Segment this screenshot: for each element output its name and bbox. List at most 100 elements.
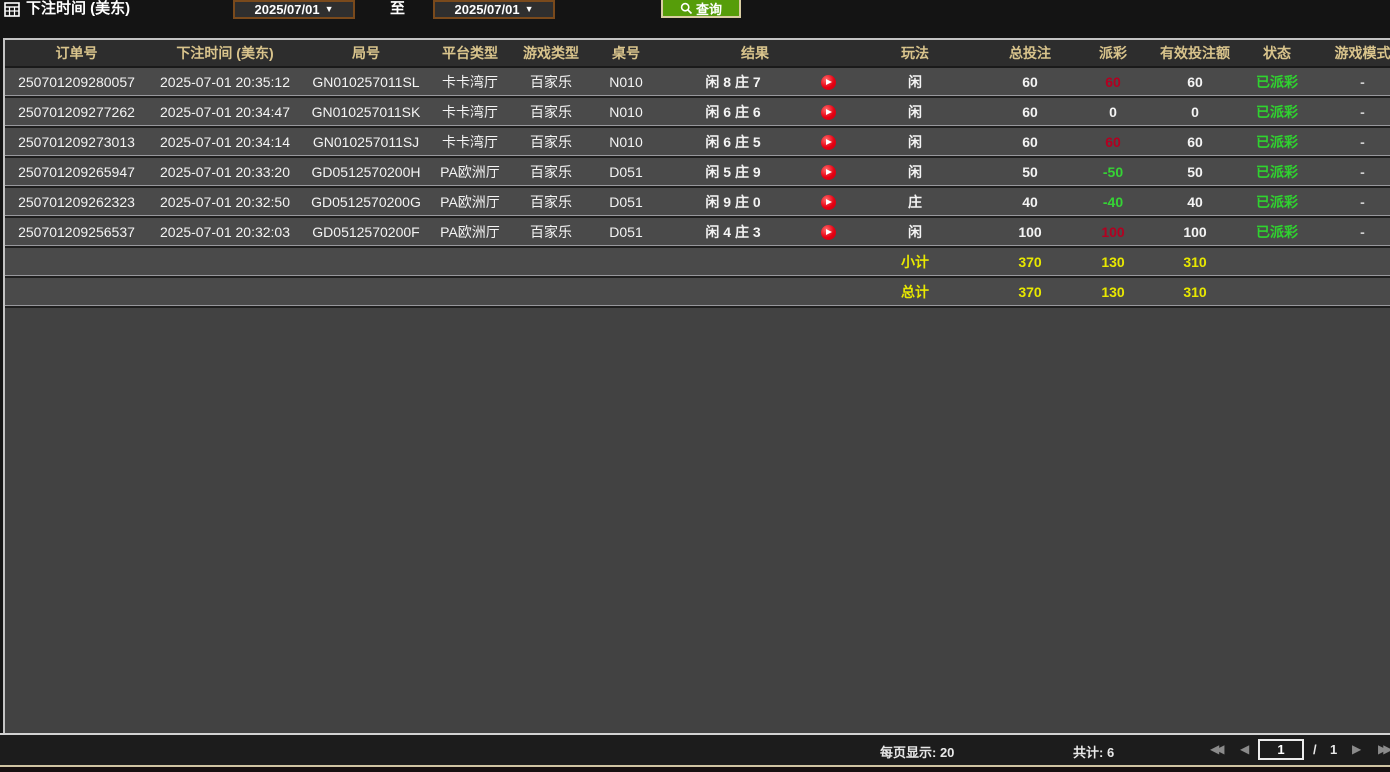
cell-total_bet: 60 <box>1022 74 1038 90</box>
cell-play_method: 闲 <box>908 74 922 90</box>
cell-payout: -50 <box>1102 164 1124 180</box>
cell-game_mode: - <box>1360 134 1365 150</box>
cell-status: 已派彩 <box>1256 74 1298 90</box>
replay-play-button[interactable] <box>820 74 836 90</box>
cell-status: 已派彩 <box>1256 224 1298 240</box>
col-header-result: 结果 <box>741 45 769 61</box>
cell-game_mode: - <box>1360 194 1365 210</box>
col-header-total_bet: 总投注 <box>1009 45 1051 61</box>
replay-play-button[interactable] <box>820 104 836 120</box>
query-button-label: 查询 <box>695 1 722 17</box>
cell-status: 已派彩 <box>1256 194 1298 210</box>
cell-play_method: 闲 <box>908 164 922 180</box>
cell-valid_bet: 100 <box>1183 224 1207 240</box>
table-header-row: 订单号 下注时间 (美东) 局号 平台类型 游戏类型 桌号 结果 玩法 总投注 派彩 有效投注额 状态… <box>5 40 1390 68</box>
date-from-value: 2025/07/01 <box>254 2 320 17</box>
cell-bet_time: 2025-07-01 20:34:47 <box>160 104 290 120</box>
cell-valid_bet: 40 <box>1187 194 1203 210</box>
date-to-select[interactable]: 2025/07/01 ▼ <box>433 0 555 19</box>
subtotal-total-bet: 370 <box>1018 254 1042 270</box>
cell-result: 闲 5 庄 9 <box>705 164 761 180</box>
cell-total_bet: 60 <box>1022 134 1038 150</box>
table-row: 250701209273013 2025-07-01 20:34:14 GN0102… <box>5 128 1390 156</box>
replay-play-button[interactable] <box>820 224 836 240</box>
cell-replay <box>806 68 850 96</box>
cell-total_bet: 50 <box>1022 164 1038 180</box>
row-separator <box>5 276 1390 278</box>
replay-play-button[interactable] <box>820 194 836 210</box>
col-header-valid_bet: 有效投注额 <box>1160 45 1230 61</box>
row-separator <box>5 186 1390 188</box>
replay-play-button[interactable] <box>820 134 836 150</box>
cell-play_method: 闲 <box>908 134 922 150</box>
cell-game_type: 百家乐 <box>530 74 572 90</box>
cell-game_mode: - <box>1360 224 1365 240</box>
play-triangle-icon <box>826 79 832 85</box>
prev-page-button[interactable]: ◀ <box>1240 742 1250 756</box>
bottom-divider <box>0 765 1390 767</box>
filter-bar: 下注时间 (美东) 2025/07/01 ▼ 至 2025/07/01 ▼ 查询 <box>0 0 1390 38</box>
cell-round_id: GD0512570200H <box>311 164 421 180</box>
last-page-button[interactable]: ▶▶ <box>1378 742 1390 756</box>
cell-valid_bet: 50 <box>1187 164 1203 180</box>
cell-result: 闲 6 庄 5 <box>705 134 761 150</box>
col-header-round_id: 局号 <box>352 45 380 61</box>
cell-table_no: D051 <box>609 224 643 240</box>
next-page-button[interactable]: ▶ <box>1352 742 1362 756</box>
cell-bet_time: 2025-07-01 20:35:12 <box>160 74 290 90</box>
cell-table_no: N010 <box>609 74 643 90</box>
cell-platform: PA欧洲厅 <box>440 224 500 240</box>
cell-game_mode: - <box>1360 164 1365 180</box>
total-count-label: 共计: 6 <box>1073 745 1115 760</box>
cell-bet_time: 2025-07-01 20:32:03 <box>160 224 290 240</box>
col-header-platform: 平台类型 <box>442 45 498 61</box>
page-total: 1 <box>1330 742 1338 757</box>
col-header-bet_time: 下注时间 (美东) <box>176 45 274 61</box>
query-button[interactable]: 查询 <box>661 0 741 18</box>
cell-payout: -40 <box>1102 194 1124 210</box>
cell-play_method: 闲 <box>908 104 922 120</box>
cell-bet_time: 2025-07-01 20:34:14 <box>160 134 290 150</box>
pagination-bar: 每页显示: 20 共计: 6 ◀◀ ◀ / 1 ▶ ▶▶ <box>0 733 1390 765</box>
cell-bet_time: 2025-07-01 20:33:20 <box>160 164 290 180</box>
total-valid-bet: 310 <box>1183 284 1207 300</box>
cell-game_type: 百家乐 <box>530 164 572 180</box>
first-page-button[interactable]: ◀◀ <box>1210 742 1225 756</box>
cell-play_method: 闲 <box>908 224 922 240</box>
cell-table_no: D051 <box>609 194 643 210</box>
col-header-game_type: 游戏类型 <box>523 45 579 61</box>
cell-total_bet: 40 <box>1022 194 1038 210</box>
cell-game_mode: - <box>1360 74 1365 90</box>
cell-replay <box>806 188 850 216</box>
col-header-status: 状态 <box>1263 45 1291 61</box>
row-separator <box>5 156 1390 158</box>
col-header-play_method: 玩法 <box>901 45 929 61</box>
col-header-game_mode: 游戏模式 <box>1334 45 1390 61</box>
per-page-display[interactable]: 每页显示: 20 <box>880 745 955 760</box>
subtotal-row: 小计 370 130 310 <box>5 248 1390 276</box>
cell-replay <box>806 98 850 126</box>
row-separator <box>5 216 1390 218</box>
cell-table_no: D051 <box>609 164 643 180</box>
cell-game_type: 百家乐 <box>530 104 572 120</box>
cell-result: 闲 4 庄 3 <box>705 224 761 240</box>
cell-round_id: GN010257011SK <box>311 104 421 120</box>
cell-game_type: 百家乐 <box>530 134 572 150</box>
total-payout: 130 <box>1101 284 1125 300</box>
table-row: 250701209265947 2025-07-01 20:33:20 GD0512… <box>5 158 1390 186</box>
table-row: 250701209256537 2025-07-01 20:32:03 GD0512… <box>5 218 1390 246</box>
cell-status: 已派彩 <box>1256 104 1298 120</box>
replay-play-button[interactable] <box>820 164 836 180</box>
cell-replay <box>806 128 850 156</box>
date-from-select[interactable]: 2025/07/01 ▼ <box>233 0 355 19</box>
cell-valid_bet: 60 <box>1187 134 1203 150</box>
cell-round_id: GD0512570200F <box>312 224 420 240</box>
cell-status: 已派彩 <box>1256 164 1298 180</box>
cell-round_id: GN010257011SJ <box>312 134 420 150</box>
cell-replay <box>806 158 850 186</box>
cell-order_id: 250701209256537 <box>18 224 135 240</box>
cell-order_id: 250701209280057 <box>18 74 135 90</box>
page-number-input[interactable] <box>1258 739 1304 760</box>
play-triangle-icon <box>826 139 832 145</box>
subtotal-valid-bet: 310 <box>1183 254 1207 270</box>
